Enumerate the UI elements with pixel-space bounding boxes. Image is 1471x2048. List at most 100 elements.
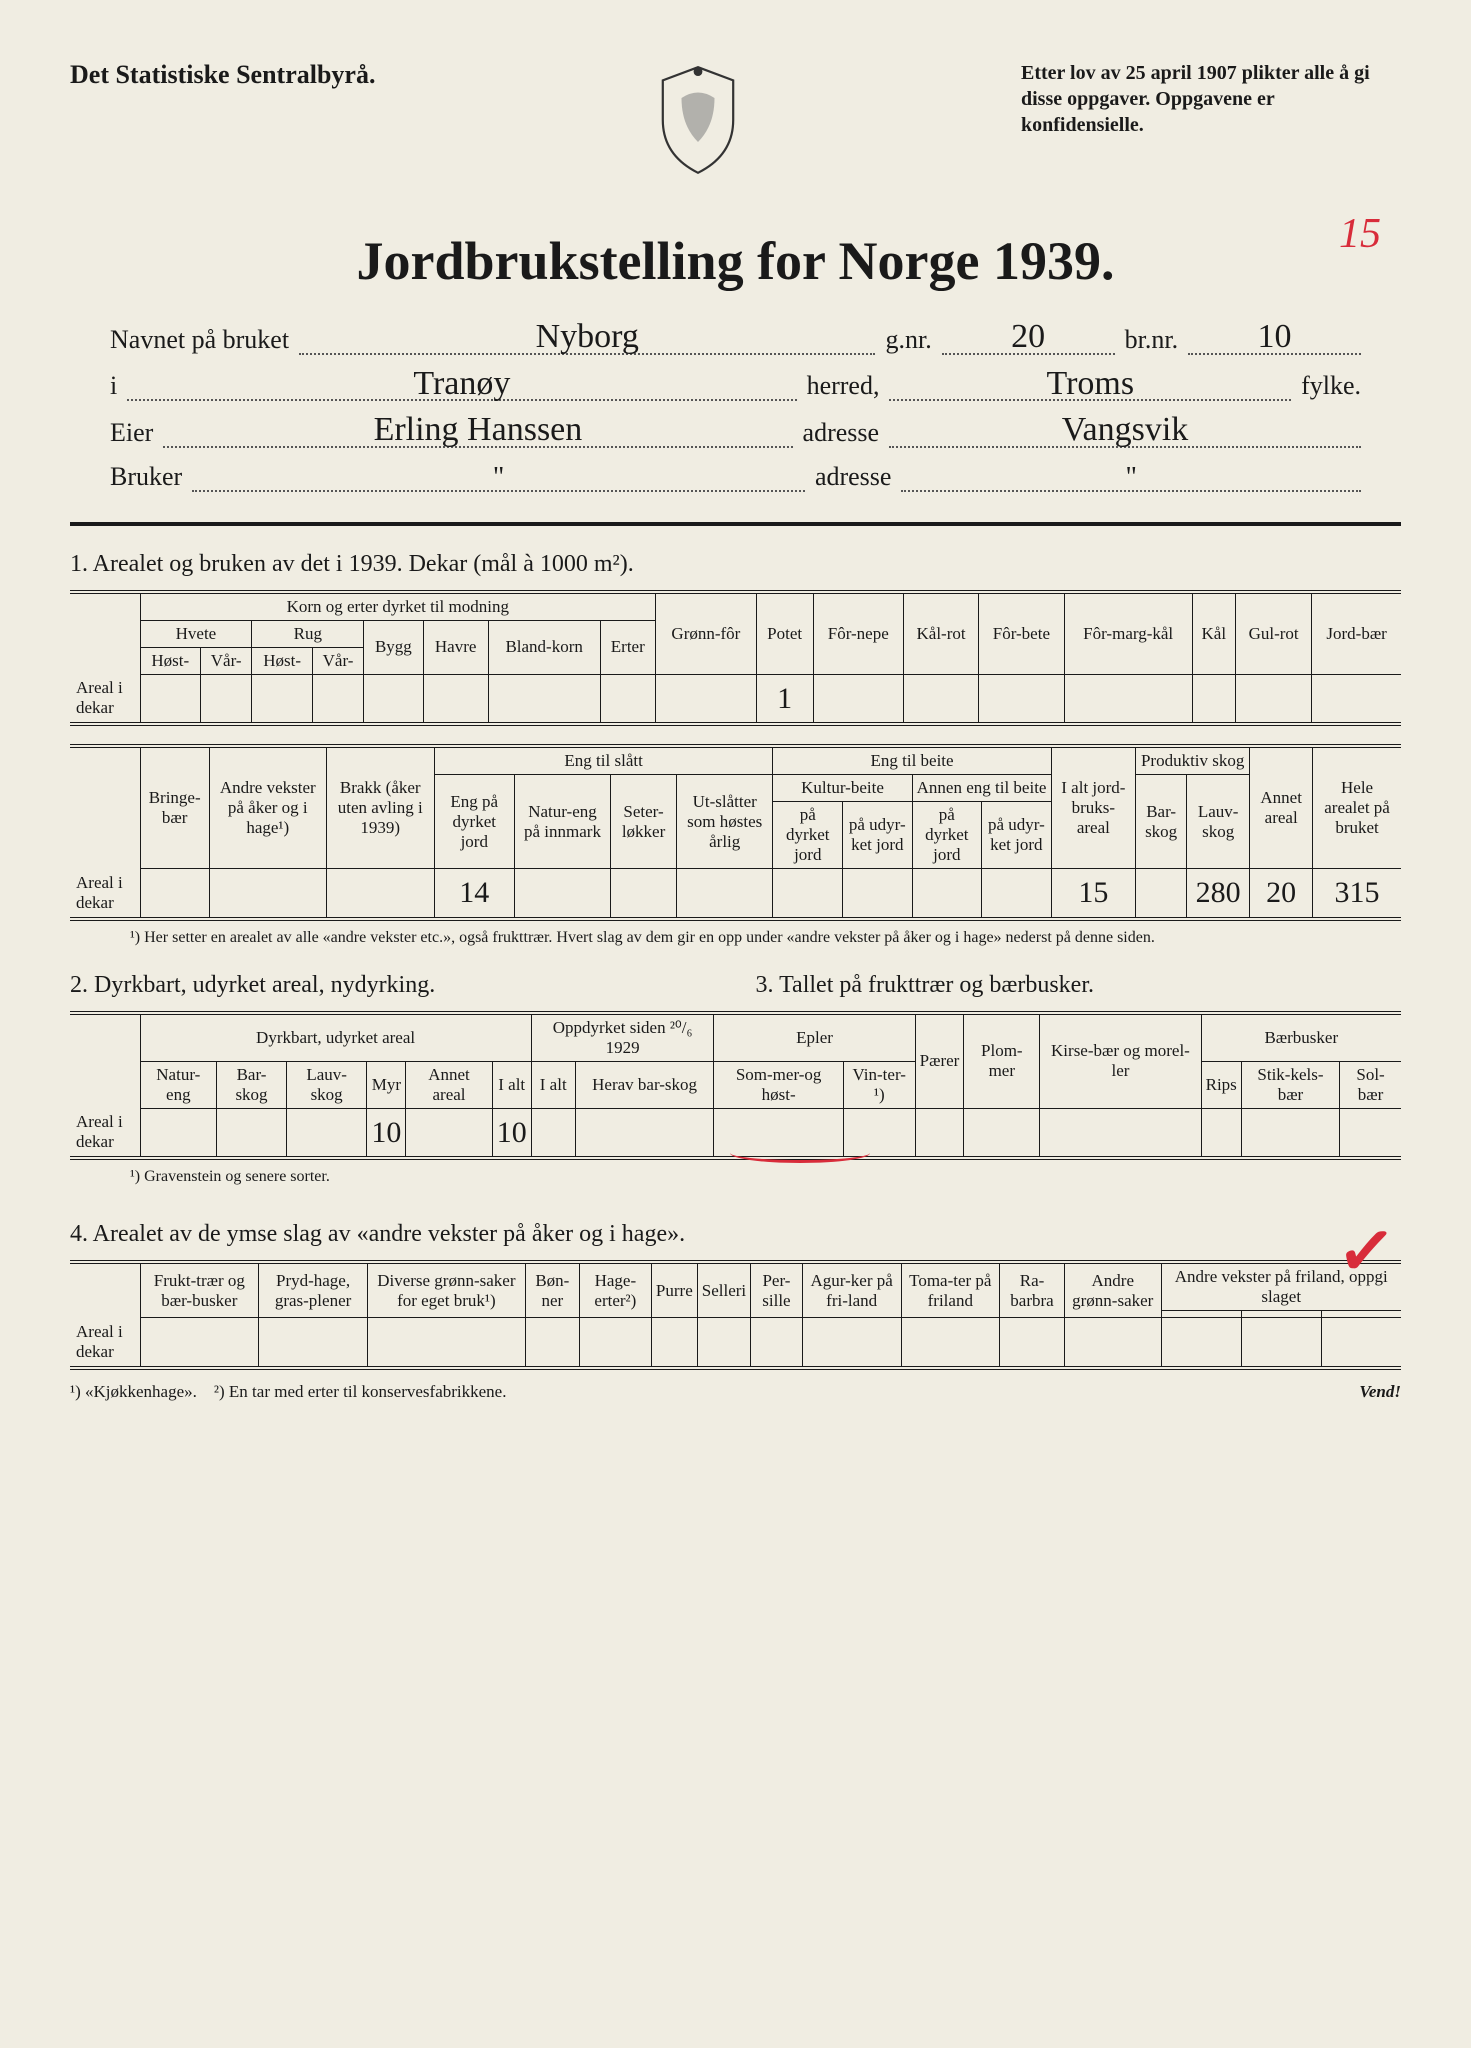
section-1-title: 1. Arealet og bruken av det i 1939. Deka… [70,551,1401,578]
th-ialt-jord: I alt jord-bruks-areal [1051,746,1136,869]
department-name: Det Statistiske Sentralbyrå. [70,60,375,90]
val-eng-dyrket: 14 [434,869,514,919]
section-3-title: 3. Tallet på frukttrær og bærbusker. [756,972,1402,999]
th-kb-udyrket: på udyr-ket jord [843,802,912,869]
th-herav-barskog: Herav bar-skog [575,1061,714,1108]
th-brakk: Brakk (åker uten avling i 1939) [326,746,434,869]
farm-name-value: Nyborg [299,322,875,355]
th-kirsebaer: Kirse-bær og morel-ler [1040,1013,1201,1109]
footnote-2: ¹) Gravenstein og senere sorter. [130,1168,1401,1186]
th-tomater: Toma-ter på friland [901,1262,999,1318]
th-korn: Korn og erter dyrket til modning [140,592,656,621]
val-myr: 10 [367,1108,406,1158]
th-selleri: Selleri [697,1262,750,1318]
th-eng-slatt: Eng til slått [434,746,773,775]
th-andre-vekster: Andre vekster på åker og i hage¹) [209,746,326,869]
th-prydhage: Pryd-hage, gras-plener [259,1262,368,1318]
th-blandkorn: Bland-korn [488,620,600,674]
th-erter: Erter [600,620,656,674]
val-lauvskog: 280 [1187,869,1250,919]
footnote-4-2: ²) En tar med erter til konservesfabrikk… [214,1382,507,1401]
th-bringebaer: Bringe-bær [140,746,209,869]
th-stikkelsbaer: Stik-kels-bær [1241,1061,1339,1108]
th-frukttraer: Frukt-trær og bær-busker [140,1262,259,1318]
th-s2-myr: Myr [367,1061,406,1108]
gnr-label: g.nr. [885,325,931,355]
th-purre: Purre [651,1262,697,1318]
th-rabarbra: Ra-barbra [1000,1262,1065,1318]
red-annotation: 15 [1339,210,1381,258]
th-gulrot: Gul-rot [1235,592,1311,675]
val-annet: 20 [1250,869,1313,919]
footnote-1: ¹) Her setter en arealet av alle «andre … [130,929,1401,947]
row-label-1a: Areal i dekar [70,674,140,724]
user-label: Bruker [110,462,182,492]
row-label-4: Areal i dekar [70,1318,140,1368]
th-ab-dyrket: på dyrket jord [912,802,982,869]
brnr-value: 10 [1188,322,1361,355]
th-formargkal: Fôr-marg-kål [1064,592,1192,675]
val-hele: 315 [1313,869,1401,919]
th-eng-dyrket: Eng på dyrket jord [434,775,514,869]
coat-of-arms-icon [648,60,748,180]
th-plommer: Plom-mer [964,1013,1040,1109]
user-value: " [192,465,805,492]
red-underline-mark [730,1143,870,1163]
brnr-label: br.nr. [1125,325,1178,355]
fylke-label: fylke. [1301,371,1361,401]
table-1a: Korn og erter dyrket til modning Grønn-f… [70,590,1401,727]
th-dyrkbart: Dyrkbart, udyrket areal [140,1013,531,1062]
val-s2-ialt: 10 [492,1108,531,1158]
i-label: i [110,371,117,401]
th-seter: Seter-løkker [611,775,677,869]
th-hvete: Hvete [140,620,252,647]
owner-value: Erling Hanssen [163,415,792,448]
th-baerbusker: Bærbusker [1201,1013,1401,1062]
th-eng-beite: Eng til beite [773,746,1051,775]
th-kulturbeite: Kultur-beite [773,775,912,802]
th-utslatter: Ut-slåtter som høstes årlig [676,775,773,869]
th-jordbaer: Jord-bær [1312,592,1401,675]
th-s2-annet: Annet areal [406,1061,492,1108]
th-ab-udyrket: på udyr-ket jord [982,802,1051,869]
farm-name-label: Navnet på bruket [110,325,289,355]
th-opp-ialt: I alt [531,1061,575,1108]
herred-label: herred, [807,371,880,401]
footnote-4-1: ¹) «Kjøkkenhage». [70,1382,197,1401]
page-title: Jordbrukstelling for Norge 1939. [70,230,1401,292]
th-agurker: Agur-ker på fri-land [802,1262,901,1318]
law-notice: Etter lov av 25 april 1907 plikter alle … [1021,60,1401,138]
th-hageerter: Hage-erter²) [579,1262,651,1318]
section-2-title: 2. Dyrkbart, udyrket areal, nydyrking. [70,972,716,999]
th-paerer: Pærer [915,1013,964,1109]
th-gronnfor: Grønn-fôr [656,592,757,675]
th-rug-host: Høst- [252,647,312,674]
th-s2-natureng: Natur-eng [140,1061,217,1108]
th-bonner: Bøn-ner [525,1262,579,1318]
turn-page-note: Vend! [1359,1382,1401,1402]
th-rug-var: Vår- [312,647,363,674]
th-s2-barskog: Bar-skog [217,1061,287,1108]
th-lauvskog: Lauv-skog [1187,775,1250,869]
th-andre-gronn: Andre grønn-saker [1064,1262,1161,1318]
th-rips: Rips [1201,1061,1241,1108]
th-annen-beite: Annen eng til beite [912,775,1051,802]
address-label-2: adresse [815,462,892,492]
th-vinter: Vin-ter-¹) [843,1061,915,1108]
th-kb-dyrket: på dyrket jord [773,802,843,869]
th-persille: Per-sille [751,1262,803,1318]
row-label-2: Areal i dekar [70,1108,140,1158]
row-label-1b: Areal i dekar [70,869,140,919]
county-value: Troms [889,369,1291,402]
th-potet: Potet [756,592,813,675]
address-value: Vangsvik [889,415,1361,448]
address-label-1: adresse [803,418,880,448]
red-check-mark: ✓ [1334,1208,1400,1296]
th-rug: Rug [252,620,364,647]
th-prod-skog: Produktiv skog [1136,746,1250,775]
th-bygg: Bygg [364,620,423,674]
section-4-title: 4. Arealet av de ymse slag av «andre vek… [70,1221,1401,1248]
th-natureng: Natur-eng på innmark [514,775,610,869]
th-oppdyrket: Oppdyrket siden ²⁰/₆ 1929 [531,1013,714,1062]
th-fornepe: Fôr-nepe [813,592,903,675]
